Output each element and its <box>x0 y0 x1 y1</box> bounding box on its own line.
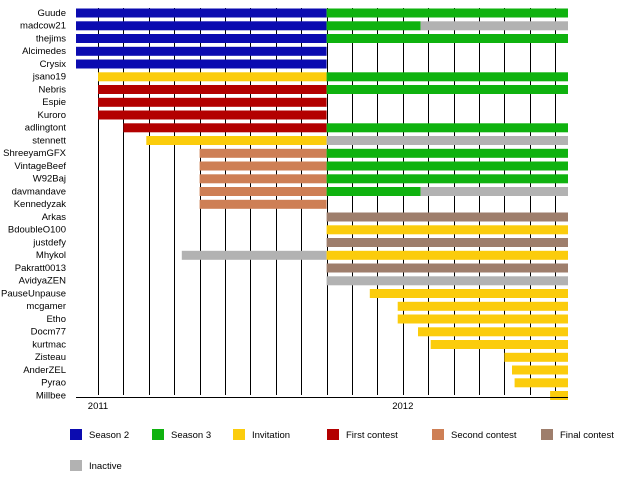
bar-invitation <box>512 365 568 375</box>
bar-second <box>199 199 327 209</box>
bar-season3 <box>326 34 568 43</box>
bar-season3 <box>326 148 568 158</box>
bar-season2 <box>76 8 327 18</box>
row-label: Docm77 <box>31 327 66 338</box>
bar-second <box>199 187 327 196</box>
bar-inactive <box>420 187 568 196</box>
bar-invitation <box>504 352 568 362</box>
legend-swatch-season2 <box>70 429 82 440</box>
bar-second <box>199 148 327 158</box>
legend-label-invitation: Invitation <box>252 430 290 441</box>
x-tick-label: 2011 <box>88 401 108 412</box>
bar-season3 <box>326 123 568 133</box>
legend: Season 2 Season 3 Invitation First contest S… <box>70 429 614 472</box>
row-label: Alcimedes <box>22 46 66 57</box>
row-label: Kuroro <box>37 110 66 121</box>
bar-invitation <box>397 301 568 311</box>
row-label: madcow21 <box>20 21 66 32</box>
row-label: AvidyaZEN <box>19 276 66 287</box>
bar-first <box>123 123 327 133</box>
bar-invitation <box>418 327 568 337</box>
bar-final <box>326 212 568 222</box>
row-label: mcgamer <box>26 301 66 312</box>
bar-season2 <box>76 34 327 43</box>
legend-swatch-inactive <box>70 460 82 471</box>
legend-swatch-season3 <box>152 429 164 440</box>
legend-label-first: First contest <box>346 430 398 441</box>
bar-inactive <box>326 276 568 286</box>
bar-season2 <box>76 59 327 69</box>
bar-inactive <box>326 136 568 145</box>
row-label: VintageBeef <box>14 161 66 172</box>
bar-season3 <box>326 85 568 94</box>
bar-season2 <box>76 46 327 56</box>
bar-second <box>199 174 327 184</box>
row-label: Crysix <box>40 59 67 70</box>
bar-inactive <box>420 21 568 31</box>
row-label: ShreeyamGFX <box>3 148 66 159</box>
bar-season3 <box>326 174 568 184</box>
row-label: BdoubleO100 <box>8 225 66 236</box>
legend-swatch-second <box>432 429 444 440</box>
row-label: Kennedyzak <box>14 199 67 210</box>
bar-season2 <box>76 21 327 31</box>
row-label: AnderZEL <box>23 365 66 376</box>
bar-invitation <box>98 72 327 82</box>
bar-inactive <box>181 250 327 260</box>
row-label: justdefy <box>32 237 66 248</box>
bar-invitation <box>326 225 568 235</box>
bar-season3 <box>326 21 421 31</box>
bar-season3 <box>326 161 568 171</box>
row-label: Millbee <box>36 390 66 401</box>
bar-second <box>199 161 327 171</box>
bar-invitation <box>430 340 568 349</box>
row-label: thejims <box>36 33 66 44</box>
x-tick-label: 2012 <box>392 401 413 412</box>
bar-first <box>98 110 327 120</box>
row-label: Mhykol <box>36 250 66 261</box>
row-label: Guude <box>37 8 66 19</box>
bar-invitation <box>397 314 568 324</box>
x-axis: 2011 2012 <box>76 397 568 412</box>
bar-season3 <box>326 72 568 82</box>
legend-swatch-invitation <box>233 429 245 440</box>
row-label: kurtmac <box>32 339 66 350</box>
bar-invitation <box>146 136 327 145</box>
bar-invitation <box>326 250 568 260</box>
legend-label-season3: Season 3 <box>171 430 211 441</box>
row-label: stennett <box>32 135 66 146</box>
legend-label-second: Second contest <box>451 430 517 441</box>
row-label: Arkas <box>42 212 67 223</box>
legend-label-inactive: Inactive <box>89 461 122 472</box>
row-label: W92Baj <box>33 174 66 185</box>
bar-final <box>326 238 568 247</box>
legend-swatch-first <box>327 429 339 440</box>
row-label: Pyrao <box>41 378 66 389</box>
bar-invitation <box>369 289 568 298</box>
bar-season3 <box>326 8 568 18</box>
row-label: davmandave <box>12 186 66 197</box>
row-label: Nebris <box>39 84 67 95</box>
bar-first <box>98 85 327 94</box>
legend-swatch-final <box>541 429 553 440</box>
row-label: PauseUnpause <box>1 288 66 299</box>
bar-invitation <box>514 378 568 388</box>
row-label: adlingtont <box>25 123 67 134</box>
bar-first <box>98 97 327 107</box>
row-label: Espie <box>42 97 66 108</box>
bar-season3 <box>326 187 421 196</box>
row-label: Zisteau <box>35 352 66 363</box>
legend-label-final: Final contest <box>560 430 614 441</box>
row-label: jsano19 <box>32 72 66 83</box>
legend-label-season2: Season 2 <box>89 430 129 441</box>
row-label: Etho <box>46 314 66 325</box>
bar-invitation <box>550 391 568 400</box>
row-label: Pakratt0013 <box>15 263 66 274</box>
bar-final <box>326 263 568 273</box>
bars-layer <box>76 8 568 400</box>
